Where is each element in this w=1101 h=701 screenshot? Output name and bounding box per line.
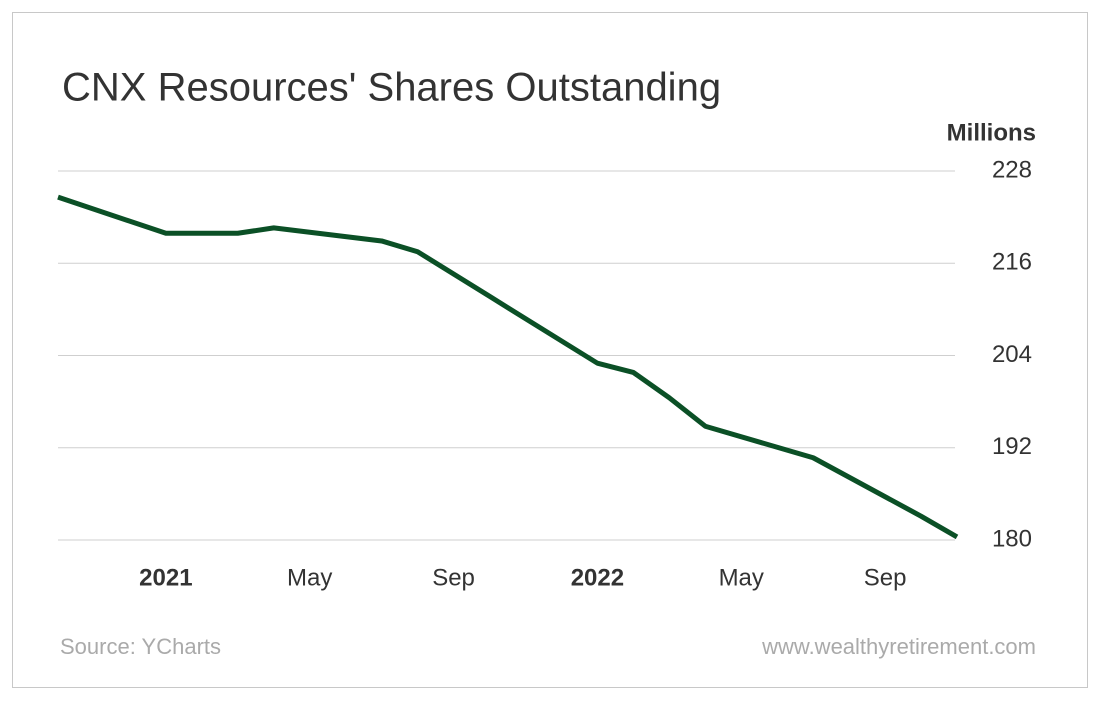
y-tick-label: 216: [992, 249, 1032, 276]
source: Source: YCharts: [60, 634, 221, 659]
line: [57, 194, 959, 540]
x-tick-label: 2022: [571, 564, 624, 591]
y-tick-label: 192: [992, 433, 1032, 460]
frame: [12, 12, 1088, 688]
x-tick-label: Sep: [864, 564, 907, 591]
x-tick-label: May: [719, 564, 764, 591]
website: www.wealthyretirement.com: [761, 634, 1036, 659]
y-axis-label: Millions: [947, 119, 1036, 146]
y-tick-label: 228: [992, 156, 1032, 183]
chart-title: CNX Resources' Shares Outstanding: [62, 66, 721, 110]
x-tick-label: May: [287, 564, 332, 591]
x-tick-label: 2021: [139, 564, 192, 591]
x-tick-label: Sep: [432, 564, 475, 591]
y-tick-label: 204: [992, 341, 1032, 368]
y-tick-label: 180: [992, 525, 1032, 552]
